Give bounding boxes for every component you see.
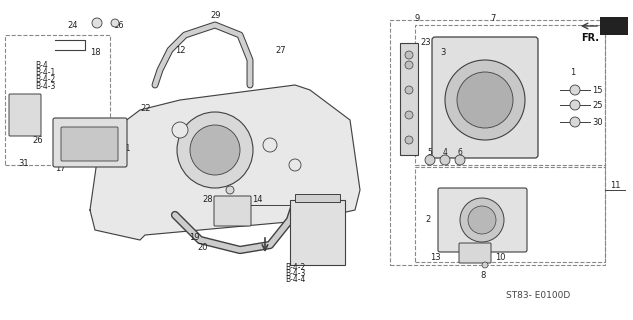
Text: 28: 28 — [203, 196, 213, 204]
Text: 30: 30 — [592, 117, 603, 126]
Text: B-4-2: B-4-2 — [285, 262, 305, 271]
Circle shape — [570, 100, 580, 110]
Text: 21: 21 — [120, 143, 130, 153]
Text: 24: 24 — [67, 20, 77, 29]
Bar — [400, 43, 418, 155]
FancyBboxPatch shape — [61, 127, 118, 161]
Circle shape — [405, 51, 413, 59]
Circle shape — [226, 186, 234, 194]
Circle shape — [445, 60, 525, 140]
Text: B-4-3: B-4-3 — [285, 268, 305, 277]
FancyBboxPatch shape — [438, 188, 527, 252]
Text: ST83- E0100D: ST83- E0100D — [506, 291, 570, 300]
Text: 31: 31 — [18, 158, 28, 167]
Bar — [600, 17, 628, 35]
Text: 8: 8 — [480, 270, 486, 279]
Text: 27: 27 — [275, 45, 285, 54]
Circle shape — [289, 159, 301, 171]
Text: 4: 4 — [442, 148, 448, 156]
Text: 2: 2 — [425, 215, 430, 225]
Text: B-4-3: B-4-3 — [35, 82, 55, 91]
Circle shape — [405, 61, 413, 69]
Circle shape — [482, 262, 488, 268]
Circle shape — [405, 136, 413, 144]
Text: 19: 19 — [189, 234, 200, 243]
Text: 15: 15 — [592, 85, 603, 94]
Circle shape — [570, 85, 580, 95]
Text: 6: 6 — [458, 148, 463, 156]
Text: B-4-1: B-4-1 — [35, 68, 55, 76]
Bar — [5, 35, 110, 165]
Text: 5: 5 — [427, 148, 432, 156]
Circle shape — [111, 19, 119, 27]
FancyBboxPatch shape — [9, 94, 41, 136]
Text: 10: 10 — [495, 253, 506, 262]
Circle shape — [405, 86, 413, 94]
Bar — [415, 167, 605, 262]
Text: 14: 14 — [252, 196, 263, 204]
Text: 18: 18 — [90, 47, 101, 57]
Circle shape — [92, 18, 102, 28]
Bar — [290, 200, 345, 265]
Text: 29: 29 — [210, 11, 220, 20]
Text: 3: 3 — [440, 47, 446, 57]
Bar — [295, 194, 340, 202]
Circle shape — [440, 155, 450, 165]
Circle shape — [263, 138, 277, 152]
FancyBboxPatch shape — [459, 243, 491, 263]
Text: 13: 13 — [430, 253, 441, 262]
FancyBboxPatch shape — [432, 37, 538, 158]
Text: 7: 7 — [490, 13, 496, 22]
Circle shape — [457, 72, 513, 128]
Text: 1: 1 — [570, 68, 575, 76]
Circle shape — [468, 206, 496, 234]
Circle shape — [425, 155, 435, 165]
Text: B-4-2: B-4-2 — [35, 75, 55, 84]
Circle shape — [172, 122, 188, 138]
Text: 22: 22 — [140, 103, 151, 113]
Text: B-4: B-4 — [35, 60, 47, 69]
Text: 23: 23 — [420, 37, 430, 46]
Polygon shape — [90, 85, 360, 240]
Text: 17: 17 — [55, 164, 66, 172]
FancyBboxPatch shape — [214, 196, 251, 226]
Text: B-4-4: B-4-4 — [285, 275, 305, 284]
Circle shape — [177, 112, 253, 188]
Text: 20: 20 — [197, 244, 208, 252]
Text: 26: 26 — [32, 135, 42, 145]
Text: 16: 16 — [113, 20, 123, 29]
Text: 12: 12 — [175, 45, 185, 54]
Circle shape — [570, 117, 580, 127]
Text: 25: 25 — [592, 100, 603, 109]
Bar — [390, 20, 605, 265]
Circle shape — [460, 198, 504, 242]
Circle shape — [190, 125, 240, 175]
Text: 9: 9 — [415, 13, 420, 22]
Text: FR.: FR. — [581, 33, 599, 43]
Circle shape — [455, 155, 465, 165]
FancyBboxPatch shape — [53, 118, 127, 167]
Text: 11: 11 — [610, 180, 620, 189]
Bar — [415, 25, 605, 165]
Circle shape — [405, 111, 413, 119]
